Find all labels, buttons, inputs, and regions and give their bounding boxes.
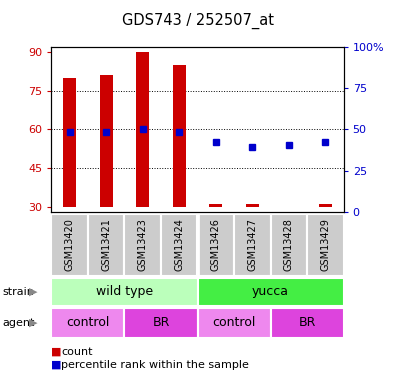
Text: agent: agent (2, 318, 34, 327)
Text: strain: strain (2, 286, 34, 297)
Bar (234, 214, 271, 276)
Bar (271, 214, 307, 276)
Text: GSM13427: GSM13427 (247, 218, 257, 271)
Text: ▶: ▶ (28, 286, 37, 297)
Bar (63, 78, 76, 207)
Bar (100, 75, 113, 207)
Bar (271, 308, 344, 338)
Bar (161, 214, 198, 276)
Bar (136, 52, 149, 207)
Text: GDS743 / 252507_at: GDS743 / 252507_at (122, 13, 273, 29)
Text: GSM13420: GSM13420 (65, 218, 75, 271)
Bar (51, 278, 198, 306)
Bar (124, 214, 161, 276)
Bar (198, 214, 234, 276)
Text: wild type: wild type (96, 285, 153, 298)
Text: GSM13424: GSM13424 (174, 218, 184, 271)
Bar (51, 214, 88, 276)
Text: percentile rank within the sample: percentile rank within the sample (61, 360, 249, 369)
Text: ■: ■ (51, 360, 62, 369)
Text: ■: ■ (51, 347, 62, 357)
Bar (198, 308, 271, 338)
Text: BR: BR (299, 316, 316, 329)
Bar (198, 278, 344, 306)
Bar (88, 214, 124, 276)
Text: GSM13429: GSM13429 (320, 218, 330, 271)
Bar (246, 204, 259, 207)
Bar (51, 308, 124, 338)
Text: GSM13428: GSM13428 (284, 218, 294, 271)
Text: yucca: yucca (252, 285, 289, 298)
Bar (319, 204, 332, 207)
Bar (173, 65, 186, 207)
Text: GSM13423: GSM13423 (138, 218, 148, 271)
Bar (124, 308, 198, 338)
Bar (307, 214, 344, 276)
Text: ▶: ▶ (28, 318, 37, 327)
Text: BR: BR (152, 316, 169, 329)
Text: count: count (61, 347, 93, 357)
Text: GSM13426: GSM13426 (211, 218, 221, 271)
Text: GSM13421: GSM13421 (101, 218, 111, 271)
Text: control: control (66, 316, 109, 329)
Bar (209, 204, 222, 207)
Text: control: control (213, 316, 256, 329)
